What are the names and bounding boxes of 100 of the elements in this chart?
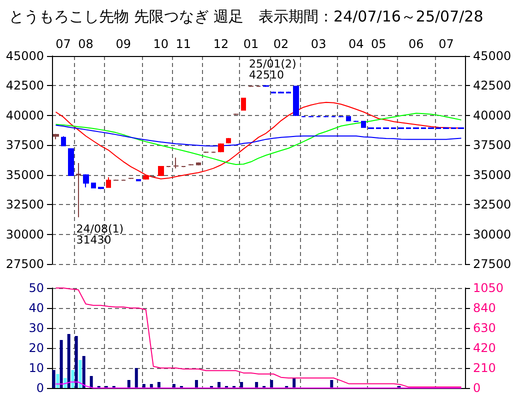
- x-tick-label: 11: [176, 37, 192, 51]
- x-tick-label: 02: [273, 37, 289, 51]
- bar: [56, 374, 60, 388]
- bar: [157, 382, 160, 388]
- candlestick: [68, 148, 74, 176]
- bar: [134, 368, 138, 388]
- bar: [64, 378, 67, 388]
- candlestick: [368, 126, 374, 130]
- y-tick-label: 37500: [6, 138, 44, 152]
- candlestick: [413, 126, 419, 130]
- y-tick-label: 27500: [6, 257, 44, 271]
- candlestick: [428, 126, 434, 130]
- y-tick-label: 30: [28, 321, 44, 335]
- y2-tick-label: 45000: [473, 49, 512, 63]
- bar: [60, 340, 63, 388]
- candlestick: [383, 126, 389, 130]
- bar: [74, 336, 78, 388]
- x-tick-label: 07: [56, 37, 71, 51]
- x-tick-label: 08: [78, 37, 94, 51]
- bar: [78, 360, 82, 388]
- y-tick-label: 40: [28, 301, 44, 315]
- bar: [90, 376, 93, 388]
- y-tick-label: 0: [36, 381, 44, 395]
- bar: [127, 380, 130, 388]
- candlestick: [76, 162, 81, 218]
- y2-tick-label: 40000: [473, 108, 512, 122]
- candlestick: [443, 126, 449, 130]
- bar: [82, 356, 86, 388]
- y2-tick-label: 32500: [473, 198, 512, 212]
- x-tick-label: 05: [371, 37, 386, 51]
- bar: [67, 334, 70, 388]
- x-tick-label: 10: [153, 37, 169, 51]
- candlestick: [218, 142, 224, 153]
- y2-tick-label: 210: [473, 361, 496, 375]
- candlestick: [166, 165, 171, 168]
- x-tick-label: 07: [438, 37, 454, 51]
- y2-tick-label: 1050: [473, 281, 504, 295]
- candlestick: [106, 176, 111, 188]
- candlestick: [181, 165, 186, 168]
- y-tick-label: 30000: [6, 227, 44, 242]
- y2-tick-label: 630: [473, 321, 496, 335]
- bar: [71, 370, 74, 388]
- line-series: [55, 382, 462, 388]
- candlestick: [91, 182, 96, 188]
- x-tick-label: 04: [348, 37, 364, 51]
- bar: [52, 370, 56, 388]
- candlestick: [391, 126, 396, 130]
- y2-tick-label: 42500: [473, 78, 512, 93]
- candlestick: [61, 136, 66, 146]
- y2-tick-label: 420: [473, 341, 496, 355]
- line-series: [55, 112, 462, 166]
- candlestick: [436, 126, 441, 130]
- chart-title: とうもろこし先物 先限つなぎ 週足 表示期間：24/07/16～25/07/28: [9, 8, 484, 26]
- line-series: [55, 288, 462, 388]
- y-tick-label: 50: [28, 281, 44, 295]
- candlestick: [451, 126, 456, 130]
- candlestick: [53, 133, 59, 140]
- candlestick: [158, 165, 164, 177]
- candlestick: [421, 126, 426, 130]
- y2-tick-label: 37500: [473, 138, 512, 152]
- annotation: 24/08(1) 31430: [76, 222, 124, 246]
- y2-tick-label: 35000: [473, 168, 512, 182]
- y-tick-label: 35000: [6, 168, 44, 182]
- bar: [292, 378, 296, 388]
- y2-tick-label: 27500: [473, 257, 512, 271]
- bar: [255, 382, 258, 388]
- candlestick: [376, 126, 381, 130]
- candlestick: [173, 157, 179, 169]
- line-series: [55, 124, 462, 146]
- annotation: 25/01(2) 42510: [248, 58, 296, 82]
- y-tick-label: 40000: [6, 108, 44, 122]
- x-tick-label: 09: [116, 37, 131, 51]
- candlestick: [226, 138, 231, 144]
- candlestick: [83, 174, 89, 188]
- y-tick-label: 32500: [6, 198, 44, 212]
- candlestick: [406, 126, 411, 130]
- candlestick: [128, 177, 134, 180]
- y2-tick-label: 840: [473, 301, 496, 315]
- bar: [330, 380, 334, 388]
- x-tick-label: 01: [243, 37, 259, 51]
- candlestick: [196, 162, 201, 166]
- y-tick-label: 10: [28, 361, 44, 375]
- candlestick: [346, 116, 351, 122]
- x-tick-label: 03: [310, 37, 326, 51]
- x-tick-label: 06: [408, 37, 424, 51]
- bar: [218, 382, 221, 388]
- candlestick: [398, 126, 404, 130]
- y2-tick-label: 0: [473, 381, 481, 395]
- bar: [270, 380, 274, 388]
- x-tick-label: 12: [213, 37, 229, 51]
- candlestick: [458, 126, 464, 130]
- y2-tick-label: 30000: [473, 227, 512, 242]
- bar: [240, 382, 244, 388]
- candlestick: [361, 120, 366, 128]
- candlestick: [98, 186, 104, 190]
- candlestick: [241, 98, 246, 112]
- y-tick-label: 42500: [6, 78, 44, 93]
- y-tick-label: 20: [28, 341, 44, 355]
- candlestick: [293, 86, 299, 117]
- y-tick-label: 45000: [6, 49, 44, 63]
